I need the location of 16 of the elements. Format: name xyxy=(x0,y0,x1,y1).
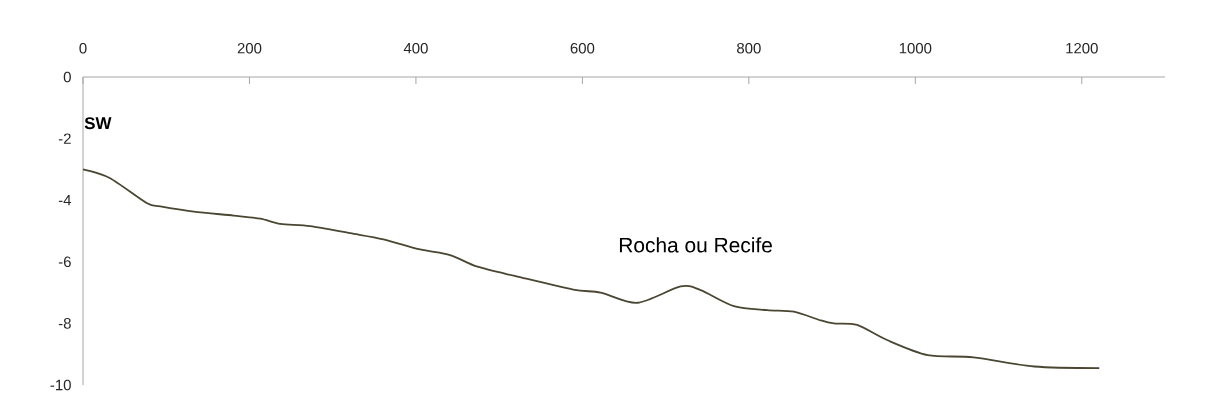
y-tick-label: -6 xyxy=(58,256,71,268)
line-series xyxy=(82,168,1101,369)
x-tick-label: 0 xyxy=(79,42,87,54)
annotation: Rocha ou Recife xyxy=(619,237,772,253)
x-tick-label: 400 xyxy=(403,42,428,54)
y-tick-label: -10 xyxy=(50,379,71,391)
y-tick-label: -8 xyxy=(58,318,71,329)
y-tick-label: -4 xyxy=(58,195,72,206)
annotation: SW xyxy=(84,117,112,130)
y-tick-label: -2 xyxy=(58,133,71,144)
x-tick-label: 800 xyxy=(737,42,761,54)
y-tick-label: 0 xyxy=(63,71,71,83)
x-tick-label: 1200 xyxy=(1066,42,1098,54)
x-tick-label: 200 xyxy=(237,42,262,54)
x-tick-label: 1000 xyxy=(899,42,932,54)
x-tick-label: 600 xyxy=(570,42,595,54)
